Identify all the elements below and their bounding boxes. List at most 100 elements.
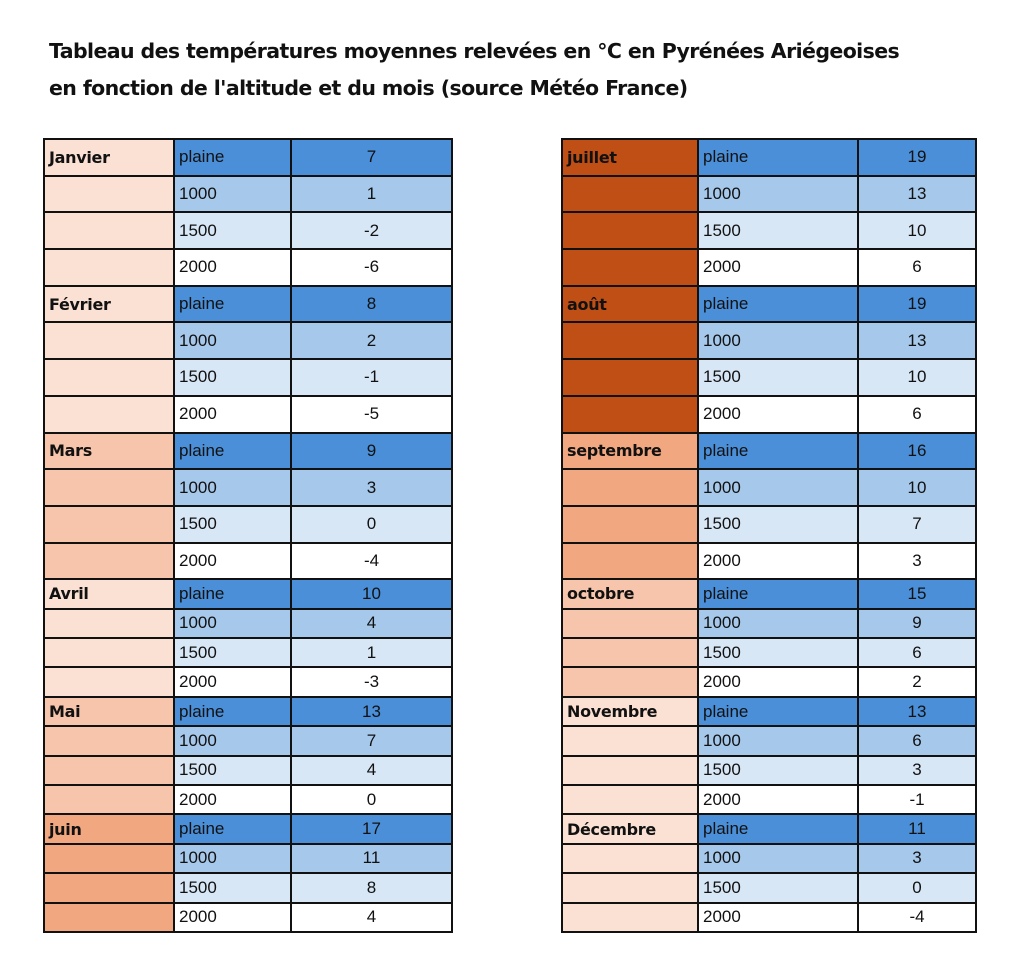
month-label: Avril (43, 578, 175, 610)
table-row: 1000 6 (561, 725, 977, 757)
table-row: 2000 -4 (561, 901, 977, 933)
altitude-cell: 2000 (173, 541, 292, 581)
month-label: Décembre (561, 813, 699, 845)
altitude-cell: 2000 (697, 901, 859, 933)
altitude-cell: 1500 (697, 754, 859, 786)
temperature-value: 7 (290, 138, 453, 177)
table-row: 1000 3 (561, 842, 977, 875)
altitude-cell: 1500 (173, 358, 292, 397)
altitude-cell: 1500 (173, 754, 292, 786)
month-label: Mars (43, 431, 175, 471)
temperature-value: 15 (857, 578, 977, 610)
month-label: août (561, 284, 699, 324)
temperature-value: 0 (290, 504, 453, 544)
altitude-cell: plaine (173, 813, 292, 845)
altitude-cell: 1500 (173, 504, 292, 544)
month-cell (561, 468, 699, 507)
table-row: 2000 -5 (43, 394, 453, 434)
month-label: Mai (43, 695, 175, 728)
month-cell (561, 872, 699, 904)
temperature-table-left: Janvier plaine 7 1000 1 1500 -2 2000 -6 Février pl… (43, 138, 453, 933)
month-cell (43, 872, 175, 904)
table-row: septembre plaine 16 (561, 431, 977, 471)
month-cell (561, 637, 699, 669)
temperature-table-right: juillet plaine 19 1000 13 1500 10 2000 6 août plai… (561, 138, 977, 933)
month-cell (43, 468, 175, 507)
table-row: 1500 10 (561, 211, 977, 251)
altitude-cell: 1000 (697, 842, 859, 875)
table-row: 2000 2 (561, 666, 977, 698)
table-row: juin plaine 17 (43, 813, 453, 845)
altitude-cell: 1500 (697, 358, 859, 397)
month-cell (43, 504, 175, 544)
month-cell (43, 607, 175, 640)
table-row: 2000 -1 (561, 783, 977, 816)
temperature-value: 1 (290, 174, 453, 214)
month-label: Novembre (561, 695, 699, 728)
altitude-cell: 1500 (697, 637, 859, 669)
month-cell (43, 321, 175, 361)
altitude-cell: plaine (697, 284, 859, 324)
month-cell (561, 504, 699, 544)
table-row: 2000 -3 (43, 666, 453, 698)
altitude-cell: plaine (697, 138, 859, 177)
month-cell (561, 725, 699, 757)
month-cell (43, 901, 175, 933)
altitude-cell: 1500 (697, 872, 859, 904)
temperature-value: 4 (290, 607, 453, 640)
temperature-value: 7 (857, 504, 977, 544)
temperature-value: 1 (290, 637, 453, 669)
table-row: 2000 4 (43, 901, 453, 933)
altitude-cell: 1000 (697, 468, 859, 507)
altitude-cell: 2000 (697, 783, 859, 816)
temperature-value: 10 (857, 358, 977, 397)
table-row: 1500 4 (43, 754, 453, 786)
temperature-value: 8 (290, 872, 453, 904)
month-cell (43, 174, 175, 214)
temperature-value: 13 (290, 695, 453, 728)
table-row: Novembre plaine 13 (561, 695, 977, 728)
month-cell (561, 754, 699, 786)
month-label: juin (43, 813, 175, 845)
temperature-value: 3 (857, 754, 977, 786)
table-row: 2000 3 (561, 541, 977, 581)
month-cell (561, 901, 699, 933)
month-cell (561, 321, 699, 361)
month-cell (43, 754, 175, 786)
temperature-value: 4 (290, 901, 453, 933)
altitude-cell: plaine (697, 813, 859, 845)
title-line-1: Tableau des températures moyennes relevé… (49, 39, 900, 63)
altitude-cell: 2000 (697, 394, 859, 434)
month-cell (561, 666, 699, 698)
table-row: Décembre plaine 11 (561, 813, 977, 845)
temperature-value: 0 (290, 783, 453, 816)
month-cell (43, 666, 175, 698)
month-cell (43, 211, 175, 251)
altitude-cell: 1000 (697, 174, 859, 214)
table-row: juillet plaine 19 (561, 138, 977, 177)
temperature-value: -1 (857, 783, 977, 816)
temperature-value: 10 (290, 578, 453, 610)
temperature-value: 13 (857, 695, 977, 728)
month-cell (43, 358, 175, 397)
table-row: 2000 0 (43, 783, 453, 816)
month-label: septembre (561, 431, 699, 471)
table-row: 1000 11 (43, 842, 453, 875)
altitude-cell: 1500 (173, 637, 292, 669)
altitude-cell: 1500 (697, 211, 859, 251)
month-cell (561, 541, 699, 581)
temperature-value: 9 (290, 431, 453, 471)
temperature-value: 7 (290, 725, 453, 757)
table-row: 1000 3 (43, 468, 453, 507)
temperature-value: 2 (857, 666, 977, 698)
temperature-value: 17 (290, 813, 453, 845)
temperature-value: 3 (857, 541, 977, 581)
temperature-value: -6 (290, 248, 453, 287)
altitude-cell: 1000 (173, 725, 292, 757)
temperature-value: 8 (290, 284, 453, 324)
table-row: 1500 10 (561, 358, 977, 397)
table-row: 1000 13 (561, 174, 977, 214)
month-label: Février (43, 284, 175, 324)
table-row: 1500 -2 (43, 211, 453, 251)
temperature-value: 6 (857, 637, 977, 669)
